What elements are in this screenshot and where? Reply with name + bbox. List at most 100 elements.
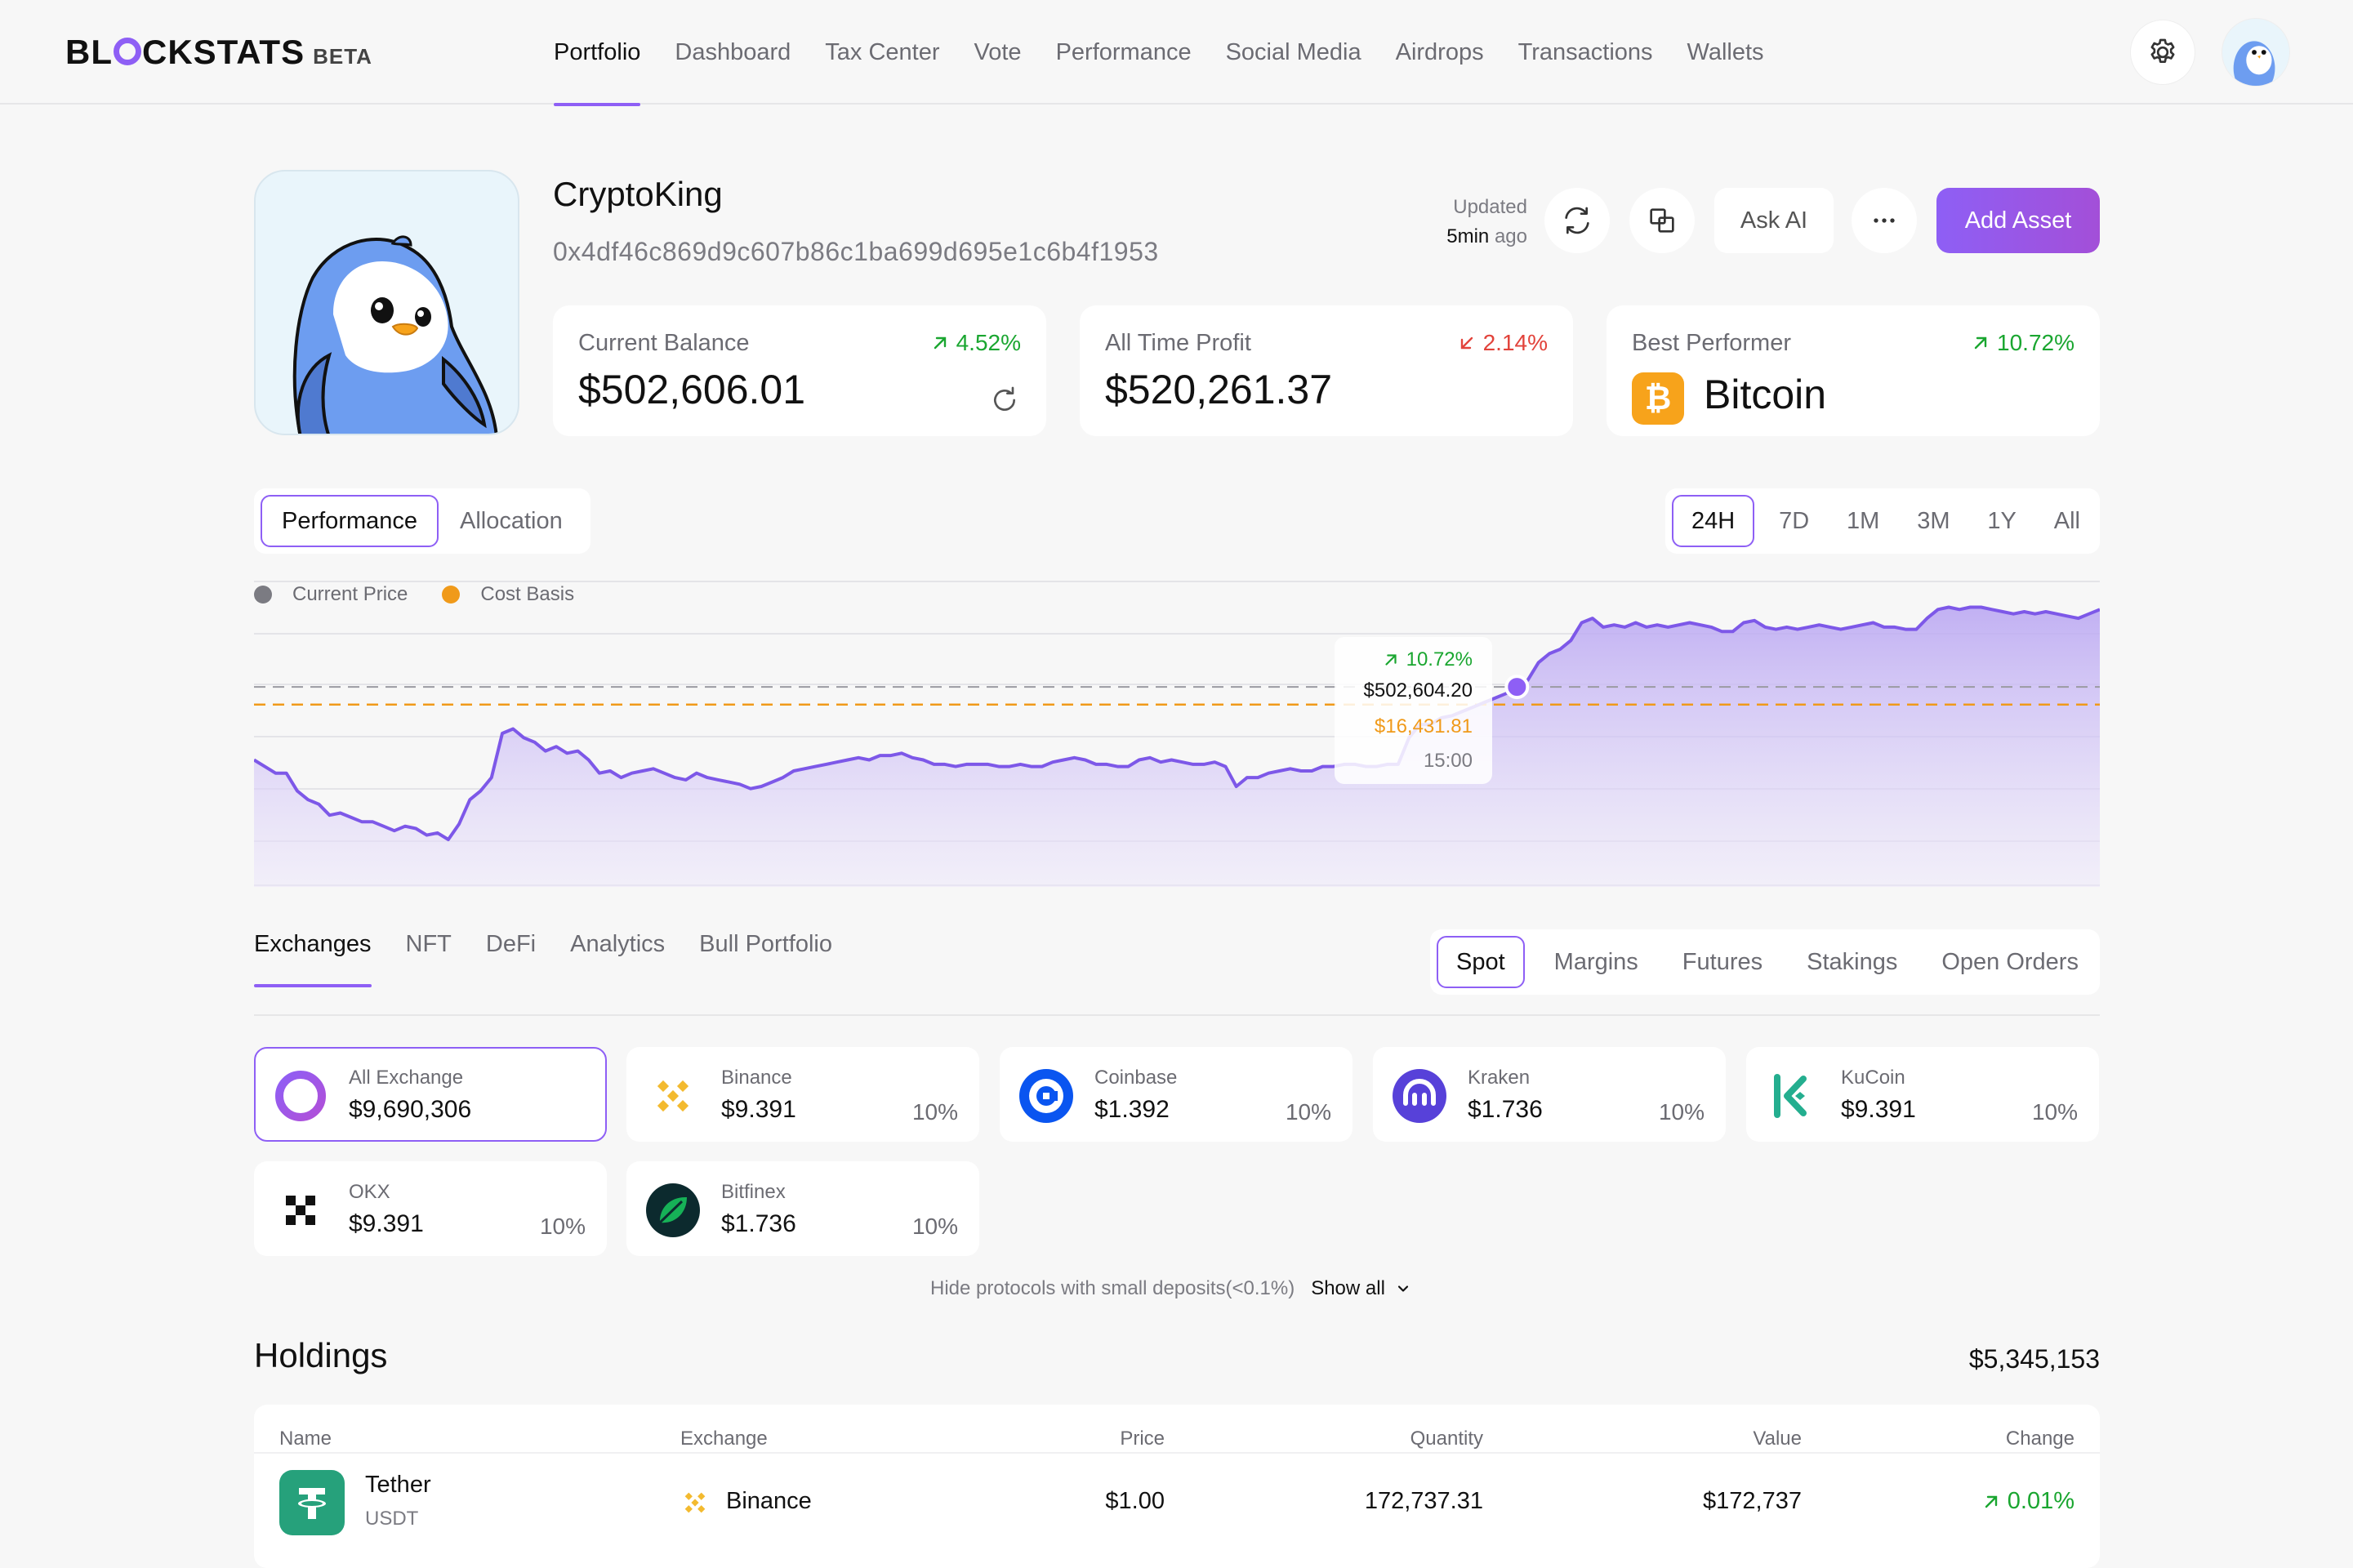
exchange-card-kraken[interactable]: Kraken $1.736 10% [1373, 1047, 1726, 1142]
asset-name: Tether [365, 1472, 431, 1498]
nav-airdrops[interactable]: Airdrops [1395, 38, 1484, 65]
chevron-down-icon [1397, 1285, 1409, 1292]
asset-change: 0.01% [1981, 1488, 2074, 1515]
stat-change: 4.52% [930, 330, 1021, 356]
exchange-card-okx[interactable]: OKX $9.391 10% [254, 1161, 607, 1256]
asset-exchange: Binance [726, 1488, 812, 1514]
more-dots-icon [1874, 218, 1895, 223]
legend-current-price: Current Price [254, 583, 408, 606]
brand-name-start: BL [65, 33, 113, 71]
timeframe-1m[interactable]: 1M [1847, 507, 1880, 534]
exchange-card-coinbase[interactable]: Coinbase $1.392 10% [1000, 1047, 1353, 1142]
tab-exchanges[interactable]: Exchanges [254, 931, 372, 987]
nav-portfolio[interactable]: Portfolio [554, 0, 657, 106]
exchange-value: $9,690,306 [349, 1096, 472, 1123]
timeframe-7d[interactable]: 7D [1779, 507, 1810, 534]
balance-refresh-button[interactable] [988, 384, 1021, 421]
col-quantity[interactable]: Quantity [1410, 1428, 1483, 1450]
performance-chart[interactable] [254, 580, 2100, 887]
timeframe-1y[interactable]: 1Y [1987, 507, 2017, 534]
nav-wallets[interactable]: Wallets [1687, 38, 1764, 65]
exchange-card-binance[interactable]: Binance $9.391 10% [626, 1047, 979, 1142]
stat-label: All Time Profit [1105, 330, 1251, 356]
tab-stakings[interactable]: Stakings [1807, 948, 1898, 975]
show-all-button[interactable]: Show all [1311, 1277, 1411, 1300]
nav-tax-center[interactable]: Tax Center [825, 38, 940, 65]
stat-change-value: 10.72% [1997, 330, 2074, 355]
exchange-percent: 10% [911, 1099, 958, 1125]
exchange-card-kucoin[interactable]: KuCoin $9.391 10% [1746, 1047, 2099, 1142]
timeframe-all[interactable]: All [2053, 507, 2080, 534]
hover-point [1504, 675, 1530, 700]
tab-futures[interactable]: Futures [1682, 948, 1763, 975]
tab-nft[interactable]: NFT [405, 931, 452, 957]
stat-label: Best Performer [1632, 330, 1791, 356]
sync-icon [1565, 207, 1589, 234]
updated-label: Updated [1453, 196, 1527, 218]
bitfinex-icon [646, 1183, 700, 1237]
col-name[interactable]: Name [279, 1428, 332, 1450]
current-balance-card: Current Balance 4.52% $502,606.01 [553, 305, 1046, 436]
exchange-percent: 10% [1285, 1099, 1331, 1125]
legend-cost-basis: Cost Basis [442, 583, 574, 606]
section-tabs: Exchanges NFT DeFi Analytics Bull Portfo… [254, 931, 832, 987]
add-asset-button[interactable]: Add Asset [1936, 188, 2100, 253]
tab-bull-portfolio[interactable]: Bull Portfolio [699, 931, 832, 957]
settings-button[interactable] [2130, 20, 2195, 85]
table-header-divider [254, 1452, 2100, 1454]
tab-allocation[interactable]: Allocation [460, 507, 563, 534]
exchange-name: KuCoin [1841, 1067, 1905, 1089]
tether-icon [279, 1470, 345, 1535]
legend-label: Cost Basis [480, 583, 575, 605]
exchange-percent: 10% [539, 1214, 586, 1239]
tab-open-orders[interactable]: Open Orders [1941, 948, 2079, 975]
user-avatar[interactable] [2222, 18, 2290, 87]
price-area [254, 607, 2100, 887]
binance-icon [680, 1488, 710, 1517]
col-value[interactable]: Value [1753, 1428, 1802, 1450]
exchange-name: Bitfinex [721, 1181, 786, 1203]
coinbase-icon [1019, 1069, 1073, 1123]
tab-analytics[interactable]: Analytics [570, 931, 666, 957]
updated-time: 5min [1446, 225, 1490, 247]
nav-vote[interactable]: Vote [974, 38, 1022, 65]
tab-performance[interactable]: Performance [261, 495, 439, 547]
refresh-button[interactable] [1544, 188, 1610, 253]
nav-dashboard[interactable]: Dashboard [675, 38, 791, 65]
penguin-avatar-icon [2233, 41, 2275, 86]
timeframe-24h[interactable]: 24H [1672, 495, 1755, 547]
exchange-card-bitfinex[interactable]: Bitfinex $1.736 10% [626, 1161, 979, 1256]
nav-social-media[interactable]: Social Media [1225, 38, 1361, 65]
col-change[interactable]: Change [2005, 1428, 2074, 1450]
copy-icon [1650, 208, 1674, 233]
timeframe-toggle: 24H 7D 1M 3M 1Y All [1665, 488, 2100, 554]
ask-ai-button[interactable]: Ask AI [1714, 188, 1834, 253]
exchange-value: $9.391 [1841, 1096, 1916, 1123]
top-nav: BL CKSTATS BETA Portfolio Dashboard Tax C… [0, 0, 2353, 106]
exchange-percent: 10% [1658, 1099, 1705, 1125]
stat-value: $502,606.01 [578, 367, 806, 412]
more-button[interactable] [1852, 188, 1917, 253]
col-exchange[interactable]: Exchange [680, 1428, 768, 1450]
all-exchange-icon [275, 1071, 326, 1121]
exchange-value: $9.391 [349, 1210, 424, 1237]
kucoin-icon [1774, 1074, 1807, 1118]
nav-performance[interactable]: Performance [1055, 38, 1192, 65]
arrow-up-right-icon [1974, 336, 1987, 350]
bitcoin-icon: ₿ [1632, 372, 1684, 425]
chart-view-toggle: Performance Allocation [254, 488, 590, 554]
tab-spot[interactable]: Spot [1437, 936, 1525, 988]
copy-button[interactable] [1629, 188, 1695, 253]
nav-transactions[interactable]: Transactions [1517, 38, 1653, 65]
tab-margins[interactable]: Margins [1553, 948, 1638, 975]
tab-defi[interactable]: DeFi [485, 931, 537, 957]
exchange-percent: 10% [911, 1214, 958, 1239]
col-price[interactable]: Price [1120, 1428, 1165, 1450]
exchange-card-all[interactable]: All Exchange $9,690,306 [254, 1047, 607, 1142]
brand-logo[interactable]: BL CKSTATS BETA [65, 33, 372, 72]
tabs-divider [254, 1014, 2100, 1016]
brand-name-end: CKSTATS [142, 33, 305, 71]
wallet-address[interactable]: 0x4df46c869d9c607b86c1ba699d695e1c6b4f19… [553, 237, 1159, 266]
timeframe-3m[interactable]: 3M [1917, 507, 1950, 534]
profile-avatar [254, 170, 519, 435]
